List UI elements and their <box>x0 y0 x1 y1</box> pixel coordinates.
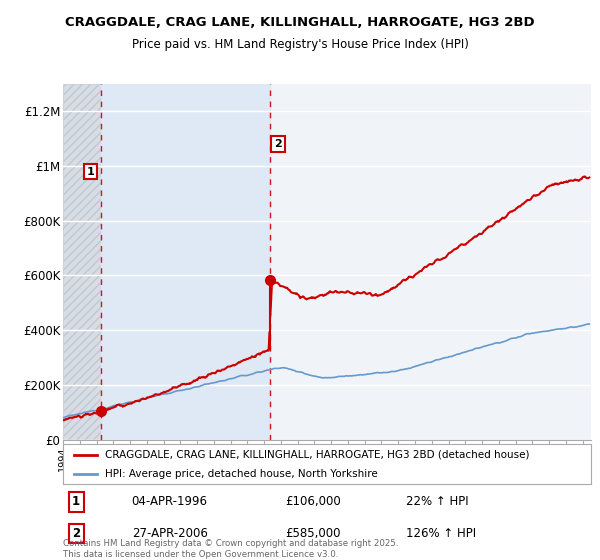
Text: CRAGGDALE, CRAG LANE, KILLINGHALL, HARROGATE, HG3 2BD (detached house): CRAGGDALE, CRAG LANE, KILLINGHALL, HARRO… <box>105 450 530 460</box>
Text: CRAGGDALE, CRAG LANE, KILLINGHALL, HARROGATE, HG3 2BD: CRAGGDALE, CRAG LANE, KILLINGHALL, HARRO… <box>65 16 535 29</box>
Text: £585,000: £585,000 <box>285 527 340 540</box>
Bar <box>63 84 101 440</box>
Text: 126% ↑ HPI: 126% ↑ HPI <box>406 527 476 540</box>
Text: 2: 2 <box>72 527 80 540</box>
Text: 1: 1 <box>87 166 95 176</box>
Text: Contains HM Land Registry data © Crown copyright and database right 2025.
This d: Contains HM Land Registry data © Crown c… <box>63 539 398 559</box>
Text: £106,000: £106,000 <box>285 495 341 508</box>
Text: 04-APR-1996: 04-APR-1996 <box>131 495 208 508</box>
Text: HPI: Average price, detached house, North Yorkshire: HPI: Average price, detached house, Nort… <box>105 469 378 478</box>
Text: Price paid vs. HM Land Registry's House Price Index (HPI): Price paid vs. HM Land Registry's House … <box>131 38 469 50</box>
Text: 1: 1 <box>72 495 80 508</box>
Bar <box>63 84 101 440</box>
Text: 27-APR-2006: 27-APR-2006 <box>131 527 208 540</box>
Text: 22% ↑ HPI: 22% ↑ HPI <box>406 495 469 508</box>
Bar <box>101 84 269 440</box>
Text: 2: 2 <box>274 139 282 149</box>
